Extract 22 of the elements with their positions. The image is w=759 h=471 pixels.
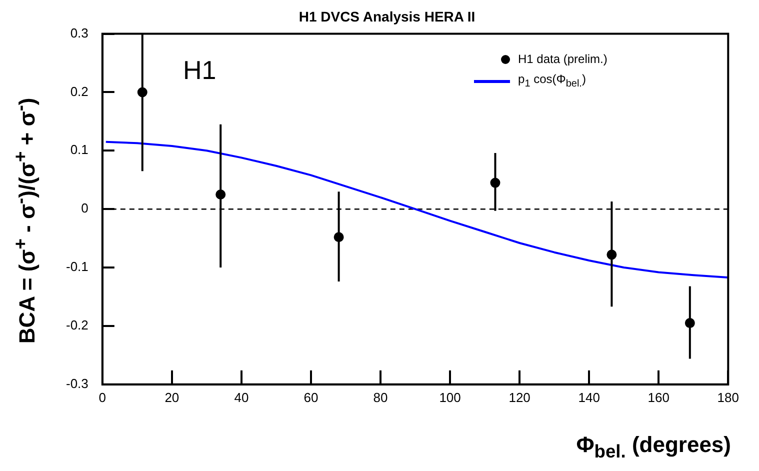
x-tick-label: 180 bbox=[717, 390, 740, 405]
y-tick-label: 0.2 bbox=[70, 84, 88, 99]
x-tick-label: 140 bbox=[578, 390, 600, 405]
x-tick-label: 60 bbox=[304, 390, 318, 405]
x-tick-label: 40 bbox=[234, 390, 249, 405]
y-tick-label: 0 bbox=[81, 200, 88, 216]
y-tick-label: -0.3 bbox=[66, 376, 88, 391]
x-tick-label: 160 bbox=[648, 390, 670, 405]
y-tick-label: -0.2 bbox=[66, 318, 88, 333]
x-tick-label: 20 bbox=[164, 390, 180, 405]
x-tick-label: 0 bbox=[98, 390, 106, 405]
x-tick-label: 100 bbox=[439, 390, 461, 405]
y-tick-label: 0.3 bbox=[70, 25, 88, 40]
annotation: H1 bbox=[183, 55, 216, 86]
x-tick-label: 120 bbox=[508, 390, 530, 405]
legend-label: p$_{1}$ cos(Φ$_{bel.}$) bbox=[518, 72, 586, 90]
x-axis-title: Φ$_{bel.}$ (degrees) bbox=[576, 432, 731, 462]
y-tick-label: -0.1 bbox=[66, 259, 88, 274]
x-tick-label: 80 bbox=[373, 390, 388, 405]
legend-label: H1 data (prelim.) bbox=[518, 52, 608, 66]
chart-title: H1 DVCS Analysis HERA II bbox=[298, 8, 476, 24]
y-tick-label: 0.1 bbox=[70, 142, 88, 158]
